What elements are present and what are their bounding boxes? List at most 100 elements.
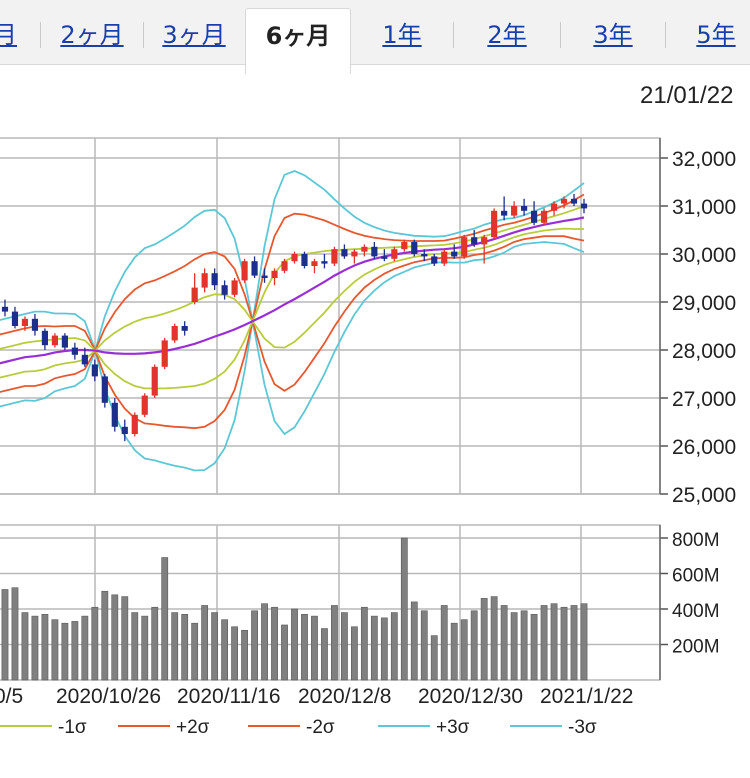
x-tick-label: 2021/1/22: [540, 685, 633, 708]
candle-body: [441, 251, 448, 264]
candle-body: [141, 395, 148, 415]
bollinger-bands: [0, 170, 585, 472]
volume-bar: [520, 610, 528, 681]
candle-body: [351, 251, 358, 257]
tab-5-years[interactable]: 5年: [696, 21, 736, 49]
candle-body: [311, 261, 318, 266]
volume-bar: [321, 628, 328, 681]
volume-bar: [11, 587, 19, 681]
volume-bar: [111, 594, 119, 681]
candle-body: [481, 237, 488, 245]
candle-body: [21, 318, 29, 326]
tab-3-months[interactable]: 3ヶ月: [162, 21, 226, 49]
candle-body: [540, 210, 548, 223]
candle-body: [181, 326, 188, 331]
candle-body: [71, 347, 78, 355]
tab-2-months[interactable]: 2ヶ月: [60, 21, 124, 49]
candle-body: [31, 318, 39, 331]
volume-bar: [161, 557, 169, 681]
volume-bar: [420, 610, 428, 681]
volume-bar: [301, 614, 308, 681]
candle-body: [461, 237, 468, 257]
volume-bar: [241, 629, 248, 681]
volume-bar: [261, 603, 268, 681]
tab-1-month[interactable]: 月: [0, 21, 17, 49]
volume-tick-label: 200M: [672, 637, 720, 658]
candle-body: [231, 280, 238, 295]
candle-body: [61, 335, 68, 348]
candle-body: [161, 340, 168, 367]
candle-body: [560, 198, 568, 204]
candle-body: [201, 273, 208, 288]
volume-bar: [500, 605, 508, 681]
volume-bar: [490, 596, 498, 681]
legend-label: -2σ: [306, 717, 335, 738]
volume-axis: 800M 600M 400M 200M: [659, 525, 720, 680]
volume-bar: [350, 626, 358, 681]
volume-bar: [311, 615, 318, 681]
candle-body: [361, 246, 368, 252]
volume-tick-label: 400M: [672, 601, 720, 622]
candle-body: [331, 249, 338, 264]
candle-body: [111, 402, 118, 427]
tab-separator: [143, 22, 144, 48]
volume-bar: [171, 612, 179, 681]
candle-body: [281, 261, 288, 271]
tab-separator: [665, 22, 666, 48]
chart-date-label: 21/01/22: [640, 82, 734, 109]
volume-bar: [71, 621, 79, 681]
volume-bar: [550, 603, 558, 681]
legend-label: +2σ: [176, 717, 210, 738]
volume-bar: [430, 635, 438, 681]
candle-body: [421, 254, 428, 257]
candle-body: [211, 273, 218, 286]
volume-bar: [181, 614, 189, 681]
x-axis: 0/5 2020/10/26 2020/11/16 2020/12/8 2020/12/…: [0, 685, 633, 708]
volume-bar: [281, 624, 288, 681]
tab-separator: [40, 22, 41, 48]
price-tick-label: 30,000: [672, 244, 736, 267]
candle-body: [221, 285, 228, 295]
volume-bar: [331, 605, 338, 681]
candle-body: [341, 249, 348, 257]
volume-bar: [540, 605, 548, 681]
candle-body: [261, 275, 268, 278]
candle-body: [151, 366, 158, 396]
candle-body: [371, 246, 378, 257]
legend-label: -1σ: [58, 717, 87, 738]
volume-bar: [31, 615, 39, 681]
band-m3: [0, 208, 585, 436]
band-p3: [0, 170, 585, 472]
price-tick-label: 29,000: [672, 292, 736, 315]
candle-body: [381, 256, 388, 259]
candle-body: [530, 210, 538, 223]
volume-tick-label: 800M: [672, 530, 720, 551]
tab-1-year[interactable]: 1年: [382, 21, 422, 49]
volume-bar: [101, 590, 109, 681]
legend-label: -3σ: [568, 717, 597, 738]
candle-body: [91, 364, 98, 377]
candle-body: [471, 237, 478, 245]
tab-3-years[interactable]: 3年: [593, 21, 633, 49]
candle-body: [580, 203, 588, 209]
price-tick-label: 26,000: [672, 436, 736, 459]
tab-2-years[interactable]: 2年: [487, 21, 527, 49]
x-tick-label: 2020/10/26: [56, 685, 161, 708]
volume-bar: [191, 622, 199, 681]
band-m2: [0, 235, 585, 393]
candle-body: [51, 335, 58, 346]
candle-body: [101, 376, 108, 403]
candle-body: [251, 261, 258, 276]
volume-tick-label: 600M: [672, 566, 720, 587]
band-p1: [0, 205, 585, 390]
volume-bar: [131, 612, 139, 681]
candle-body: [291, 254, 298, 262]
volume-bar: [510, 612, 518, 681]
candle-body: [121, 426, 128, 434]
volume-bar: [211, 612, 219, 681]
volume-bar: [81, 615, 89, 681]
volume-bar: [1, 589, 9, 681]
tab-6-months[interactable]: 6ヶ月: [245, 8, 351, 74]
x-tick-label: 0/5: [0, 685, 23, 708]
